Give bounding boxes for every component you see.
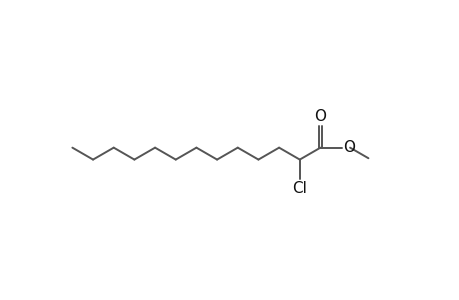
Text: Cl: Cl xyxy=(292,181,307,196)
Text: O: O xyxy=(314,109,326,124)
Text: O: O xyxy=(342,140,354,155)
